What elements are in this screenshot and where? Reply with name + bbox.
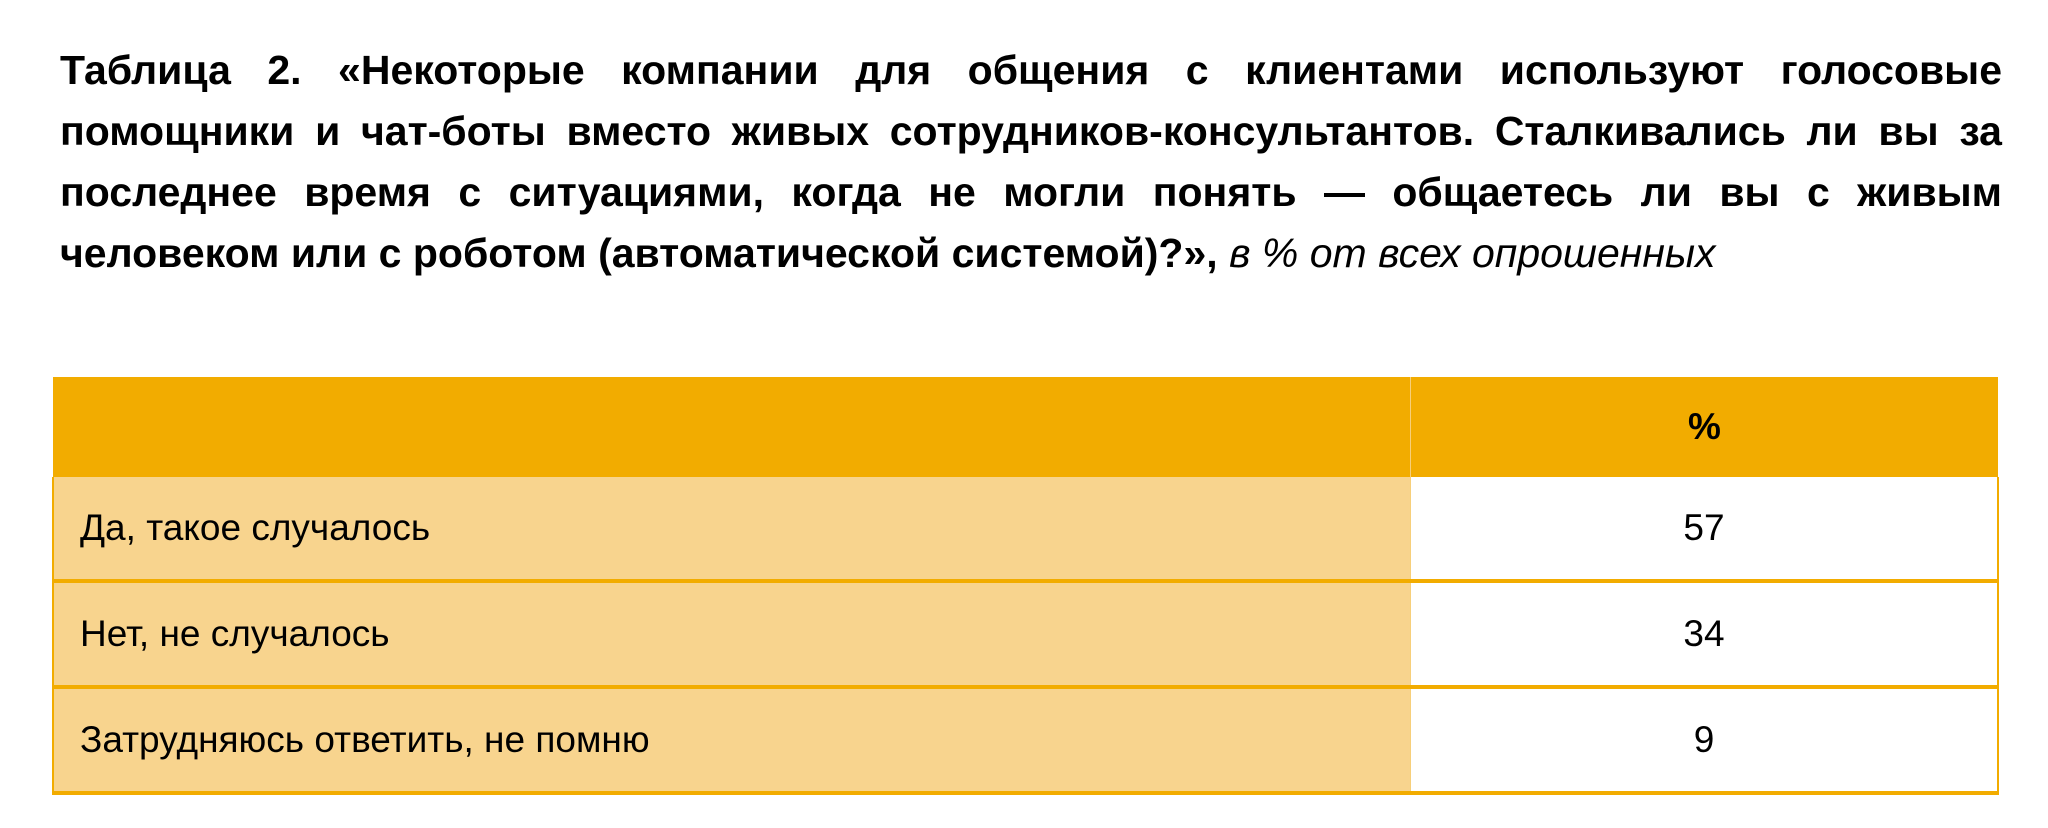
table-row: Да, такое случалось 57 (52, 477, 1999, 583)
table-caption: Таблица 2. «Некоторые компании для общен… (60, 40, 2002, 284)
results-table: % Да, такое случалось 57 Нет, не случало… (52, 377, 1999, 795)
caption-note: в % от всех опрошенных (1229, 230, 1716, 276)
row-value: 57 (1410, 477, 1999, 583)
row-label: Нет, не случалось (52, 581, 1411, 689)
caption-question: Таблица 2. «Некоторые компании для общен… (60, 47, 2002, 276)
header-percent-column: % (1410, 377, 1998, 477)
table-header-row: % (53, 377, 1998, 477)
table-row: Нет, не случалось 34 (52, 581, 1999, 689)
table-row: Затрудняюсь ответить, не помню 9 (52, 687, 1999, 795)
row-value: 9 (1410, 687, 1999, 795)
row-label: Затрудняюсь ответить, не помню (52, 687, 1411, 795)
row-label: Да, такое случалось (52, 477, 1411, 583)
row-value: 34 (1410, 581, 1999, 689)
header-label-column (53, 377, 1411, 477)
